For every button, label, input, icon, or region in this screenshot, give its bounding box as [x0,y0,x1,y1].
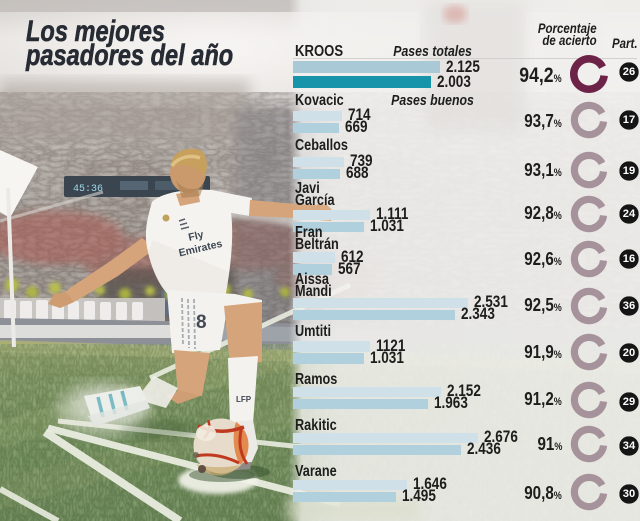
svg-text:Fly: Fly [187,229,205,244]
svg-text:8: 8 [196,312,207,333]
svg-text:LFP: LFP [236,395,252,404]
svg-text:45:36: 45:36 [73,184,103,195]
